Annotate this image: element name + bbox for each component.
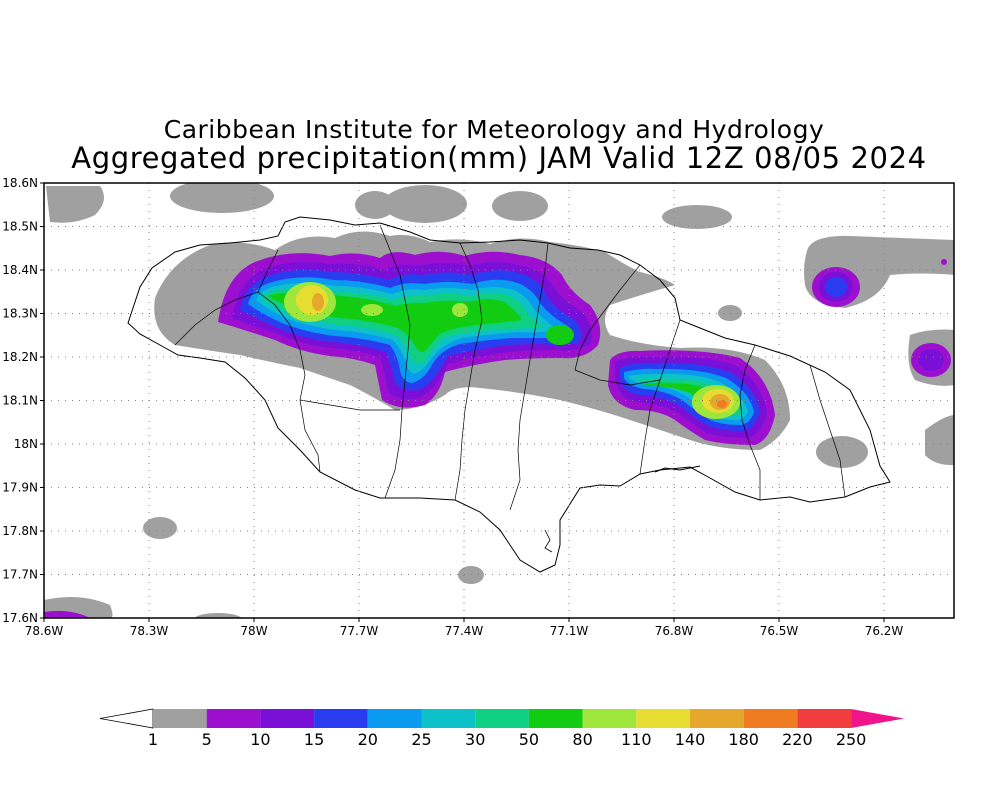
colorbar-over-arrow: [851, 709, 905, 728]
colorbar-swatch: [206, 709, 261, 728]
colorbar-swatch: [636, 709, 690, 728]
colorbar-label: 140: [675, 730, 706, 749]
lat-tick-label: 18.6N: [2, 176, 38, 190]
lon-tick-label: 77.1W: [550, 624, 589, 638]
lon-tick-label: 78.6W: [25, 624, 64, 638]
colorbar-label: 80: [572, 730, 592, 749]
lon-tick-label: 77.4W: [445, 624, 484, 638]
map-title-institute: Caribbean Institute for Meteorology and …: [163, 115, 825, 144]
colorbar-swatch: [367, 709, 422, 728]
lon-tick-label: 78.3W: [130, 624, 169, 638]
lat-tick-label: 17.8N: [2, 524, 38, 538]
colorbar-label: 250: [836, 730, 867, 749]
colorbar-swatch: [582, 709, 637, 728]
lon-tick-label: 76.5W: [760, 624, 799, 638]
kingston-harbour-coast: [654, 465, 701, 473]
colorbar-swatch: [260, 709, 315, 728]
colorbar-label: 180: [728, 730, 759, 749]
precip-contour-1mm: [44, 183, 954, 618]
lat-tick-label: 18N: [14, 437, 38, 451]
colorbar-under-arrow: [99, 708, 154, 729]
colorbar-label: 1: [148, 730, 158, 749]
lon-tick-label: 77.7W: [340, 624, 379, 638]
colorbar-label: 30: [465, 730, 485, 749]
lat-tick-label: 18.5N: [2, 220, 38, 234]
latitude-axis: 18.6N 18.5N 18.4N 18.3N 18.2N 18.1N 18N 17.9N 17…: [2, 176, 44, 625]
precip-contour-180mm: [717, 400, 727, 408]
lat-tick-label: 17.6N: [2, 611, 38, 625]
jamaica-coastline: [127, 216, 891, 573]
longitude-axis: 78.6W 78.3W 78W 77.7W 77.4W 77.1W 76.8W 76.5W 76…: [25, 618, 904, 638]
lat-tick-label: 18.3N: [2, 307, 38, 321]
lat-tick-label: 17.7N: [2, 568, 38, 582]
colorbar-label: 25: [411, 730, 431, 749]
colorbar-label: 20: [358, 730, 378, 749]
colorbar-swatch: [314, 709, 368, 728]
map-gridlines: [44, 183, 954, 618]
precipitation-field: [44, 183, 954, 618]
colorbar-label: 5: [202, 730, 212, 749]
colorbar-swatch: [743, 709, 798, 728]
colorbar-swatch: [797, 709, 852, 728]
colorbar-label: 10: [250, 730, 270, 749]
colorbar-swatch: [690, 709, 744, 728]
lat-tick-label: 17.9N: [2, 481, 38, 495]
parish-boundaries: [174, 224, 846, 511]
colorbar-label: 220: [782, 730, 813, 749]
precipitation-colorbar: 1 5 10 15 20 25 30 50 80 110 140 180 220 250: [99, 708, 905, 749]
colorbar-swatch: [421, 709, 476, 728]
map-title-product: Aggregated precipitation(mm) JAM Valid 1…: [71, 141, 927, 175]
colorbar-label: 50: [519, 730, 539, 749]
lat-tick-label: 18.4N: [2, 263, 38, 277]
colorbar-label: 110: [621, 730, 652, 749]
colorbar-swatch: [528, 709, 583, 728]
lon-tick-label: 78W: [240, 624, 267, 638]
lon-tick-label: 76.2W: [865, 624, 904, 638]
lat-tick-label: 18.2N: [2, 350, 38, 364]
colorbar-label: 15: [304, 730, 324, 749]
colorbar-swatch: [153, 709, 207, 728]
portland-bight-coast: [544, 529, 553, 553]
lon-tick-label: 76.8W: [655, 624, 694, 638]
lat-tick-label: 18.1N: [2, 394, 38, 408]
colorbar-swatch: [475, 709, 529, 728]
